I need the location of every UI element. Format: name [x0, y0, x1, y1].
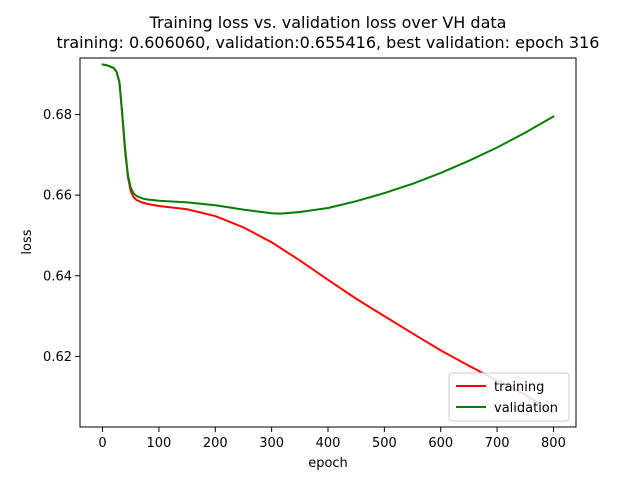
y-tick-label: 0.66 [43, 189, 72, 204]
y-axis-ticks: 0.62 0.64 0.66 0.68 [43, 108, 80, 365]
plot-frame [79, 57, 577, 428]
legend: training validation [448, 372, 570, 422]
x-tick-label: 800 [541, 436, 566, 451]
x-tick-label: 500 [372, 436, 397, 451]
legend-label-training: training [494, 380, 544, 395]
y-axis-label: loss [20, 229, 35, 254]
x-tick-label: 700 [485, 436, 510, 451]
x-tick-label: 600 [428, 436, 453, 451]
chart-subtitle: training: 0.606060, validation:0.655416,… [57, 33, 600, 52]
x-tick-label: 100 [146, 436, 171, 451]
y-tick-label: 0.64 [43, 269, 72, 284]
x-tick-label: 200 [203, 436, 228, 451]
x-tick-label: 0 [98, 436, 106, 451]
chart-title: Training loss vs. validation loss over V… [149, 13, 507, 32]
y-tick-label: 0.68 [43, 108, 72, 123]
x-tick-label: 400 [316, 436, 341, 451]
x-tick-label: 300 [259, 436, 284, 451]
x-axis-label: epoch [308, 456, 348, 471]
legend-label-validation: validation [494, 401, 558, 416]
y-tick-label: 0.62 [43, 350, 72, 365]
series-layer [101, 63, 555, 414]
x-axis-ticks: 0 100 200 300 400 500 600 700 800 [98, 427, 566, 451]
series-line-training [101, 63, 555, 414]
series-line-validation [101, 63, 555, 215]
